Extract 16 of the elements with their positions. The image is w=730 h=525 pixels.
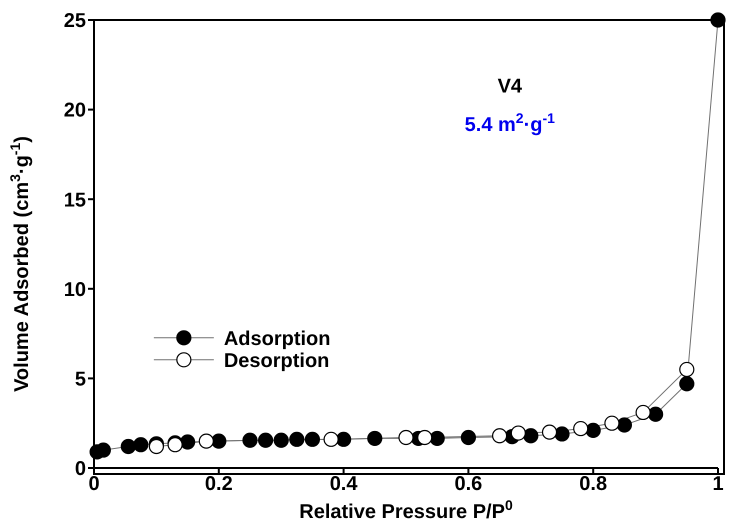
annotation: V4 — [498, 76, 523, 98]
y-tick-label: 15 — [64, 189, 86, 212]
x-tick-label: 0.6 — [454, 473, 482, 496]
x-tick-label: 0.4 — [330, 473, 358, 496]
y-tick-label: 10 — [64, 278, 86, 301]
y-tick-label: 5 — [74, 368, 86, 390]
x-axis-title: Relative Pressure P/P$^{0}$ — [299, 497, 513, 523]
legend-label: Adsorption — [224, 328, 331, 350]
x-tick-label: 0.2 — [204, 473, 233, 496]
annotation: 5.4 m$^{2}$·g$^{-1}$ — [464, 110, 556, 136]
y-tick-label: 25 — [64, 10, 86, 32]
x-tick-label: 0.8 — [579, 473, 608, 496]
x-tick-label: 1 — [712, 473, 724, 496]
y-tick-label: 0 — [74, 458, 86, 480]
y-tick-label: 20 — [64, 100, 86, 122]
legend-label: Desorption — [224, 350, 330, 372]
